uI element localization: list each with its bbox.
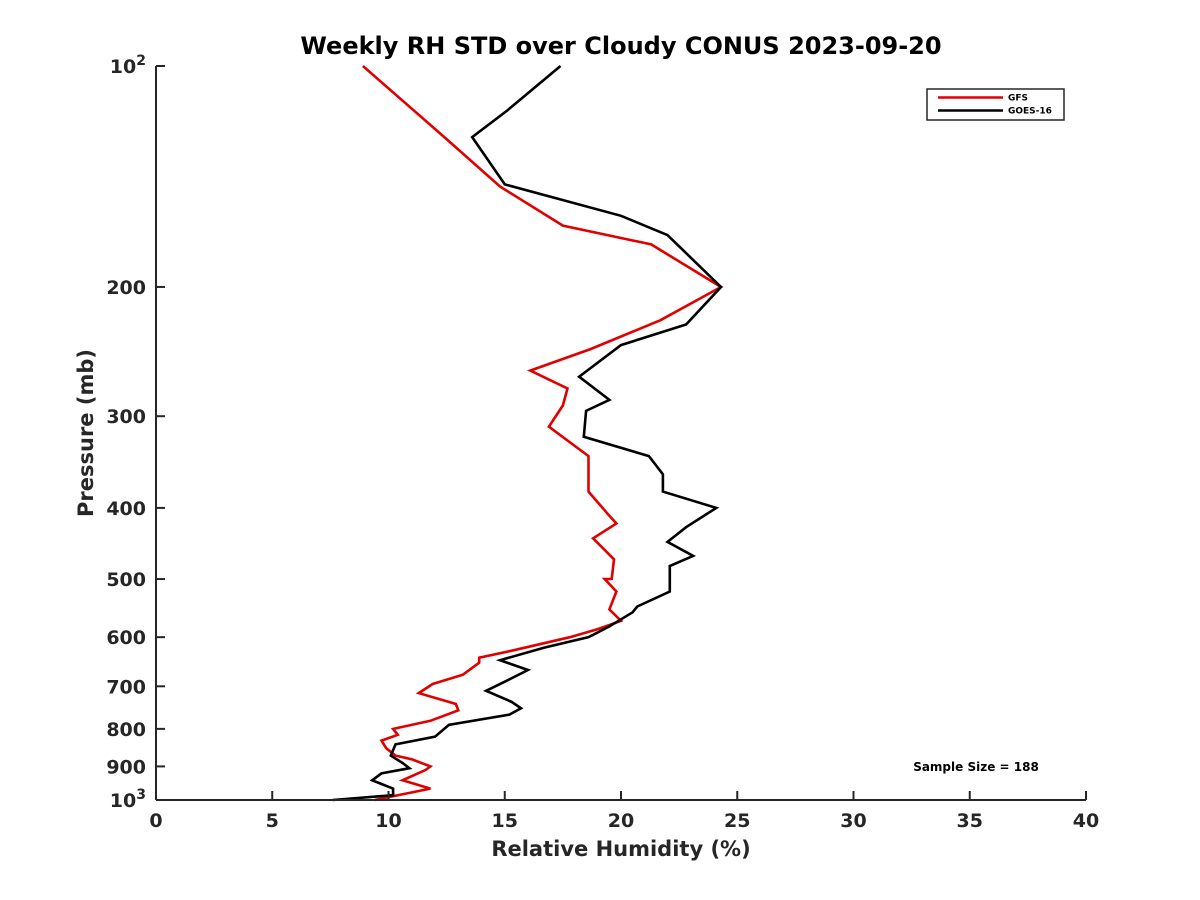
- legend-box: [926, 88, 1065, 121]
- sample-size-annotation: Sample Size = 188: [913, 760, 1039, 774]
- y-tick-label: 900: [106, 756, 146, 778]
- x-tick-label: 40: [1073, 810, 1099, 832]
- y-tick-label: 600: [106, 627, 146, 649]
- y-tick-exponent: 2: [136, 53, 146, 69]
- x-tick-label: 35: [957, 810, 983, 832]
- x-tick-label: 10: [375, 810, 401, 832]
- x-axis-label: Relative Humidity (%): [491, 837, 750, 861]
- y-axis-label: Pressure (mb): [74, 349, 98, 517]
- series-line-goes16: [332, 65, 723, 802]
- x-tick-label: 20: [608, 810, 634, 832]
- y-tick-label: 400: [106, 498, 146, 520]
- x-tick-label: 5: [266, 810, 279, 832]
- x-tick-label: 25: [724, 810, 750, 832]
- x-tick-label: 0: [149, 810, 162, 832]
- plot-area: [156, 66, 1086, 800]
- y-tick-base: 10: [110, 790, 136, 812]
- x-tick-label: 15: [492, 810, 518, 832]
- legend-label-gfs: GFS: [1008, 94, 1028, 104]
- series-layer: [332, 65, 724, 802]
- y-tick-label: 102: [110, 53, 146, 78]
- y-tick-base: 10: [110, 56, 136, 78]
- chart-title: Weekly RH STD over Cloudy CONUS 2023-09-…: [300, 32, 941, 60]
- y-tick-label: 300: [106, 406, 146, 428]
- y-tick-label: 500: [106, 569, 146, 591]
- x-tick-label: 30: [840, 810, 866, 832]
- y-tick-label: 700: [106, 676, 146, 698]
- y-tick-label: 103: [110, 787, 146, 812]
- legend: GFS GOES-16: [926, 88, 1065, 121]
- y-tick-exponent: 3: [136, 787, 146, 803]
- x-ticks: 0 5 10 15 20 25 30 35 40: [149, 791, 1099, 832]
- legend-label-goes16: GOES-16: [1008, 107, 1052, 117]
- y-tick-label: 800: [106, 719, 146, 741]
- y-tick-label: 200: [106, 277, 146, 299]
